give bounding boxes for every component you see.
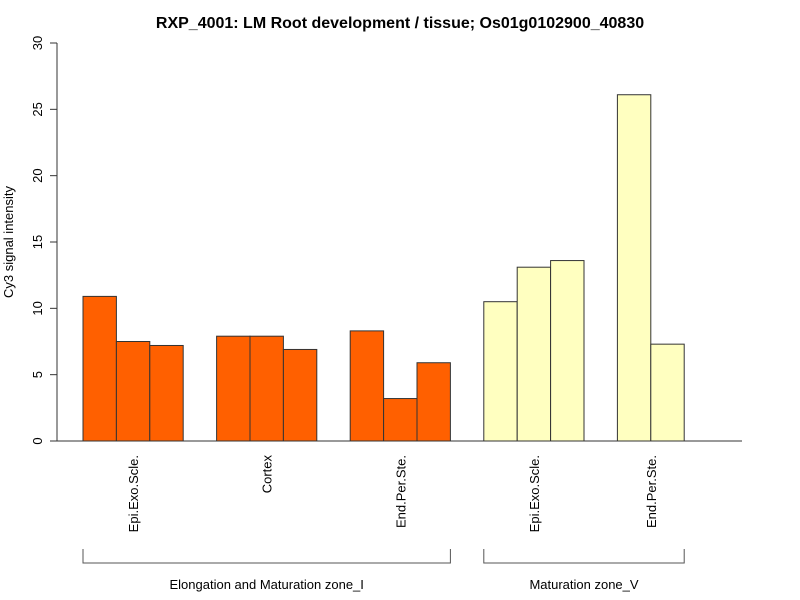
bar bbox=[616, 94, 652, 442]
group-bracket bbox=[82, 549, 451, 564]
y-tick-label: 15 bbox=[30, 235, 45, 249]
category-label: Epi.Exo.Scle. bbox=[527, 455, 542, 532]
bar bbox=[416, 362, 451, 442]
group-brackets: Elongation and Maturation zone_I Maturati… bbox=[82, 549, 685, 592]
chart-title: RXP_4001: LM Root development / tissue; … bbox=[156, 15, 644, 32]
y-tick-label: 25 bbox=[30, 102, 45, 116]
bar bbox=[149, 344, 184, 442]
category-label: Cortex bbox=[260, 455, 275, 494]
bar bbox=[383, 398, 418, 442]
y-tick-label: 20 bbox=[30, 168, 45, 182]
group-bracket bbox=[483, 549, 685, 564]
bar bbox=[82, 295, 117, 442]
group-label: Maturation zone_V bbox=[529, 577, 638, 592]
bar bbox=[349, 330, 385, 442]
bar bbox=[249, 335, 284, 442]
bar bbox=[650, 343, 685, 442]
y-tick-label: 10 bbox=[30, 301, 45, 315]
y-tick-label: 30 bbox=[30, 36, 45, 50]
group-label: Elongation and Maturation zone_I bbox=[169, 577, 363, 592]
y-axis: 0 5 10 15 20 25 30 bbox=[30, 36, 58, 445]
bar bbox=[282, 348, 318, 442]
bar bbox=[216, 335, 251, 442]
bars bbox=[82, 94, 685, 442]
y-axis-label: Cy3 signal intensity bbox=[1, 186, 16, 298]
y-tick-label: 5 bbox=[30, 371, 45, 378]
bar bbox=[115, 341, 151, 442]
bar bbox=[516, 266, 552, 442]
bar bbox=[483, 301, 518, 442]
bar bbox=[550, 260, 585, 442]
y-tick-label: 0 bbox=[30, 437, 45, 444]
category-label: End.Per.Ste. bbox=[393, 455, 408, 528]
category-labels: Epi.Exo.Scle. Cortex End.Per.Ste. Epi.Exo.S… bbox=[126, 455, 659, 533]
category-label: End.Per.Ste. bbox=[644, 455, 659, 528]
category-label: Epi.Exo.Scle. bbox=[126, 455, 141, 532]
